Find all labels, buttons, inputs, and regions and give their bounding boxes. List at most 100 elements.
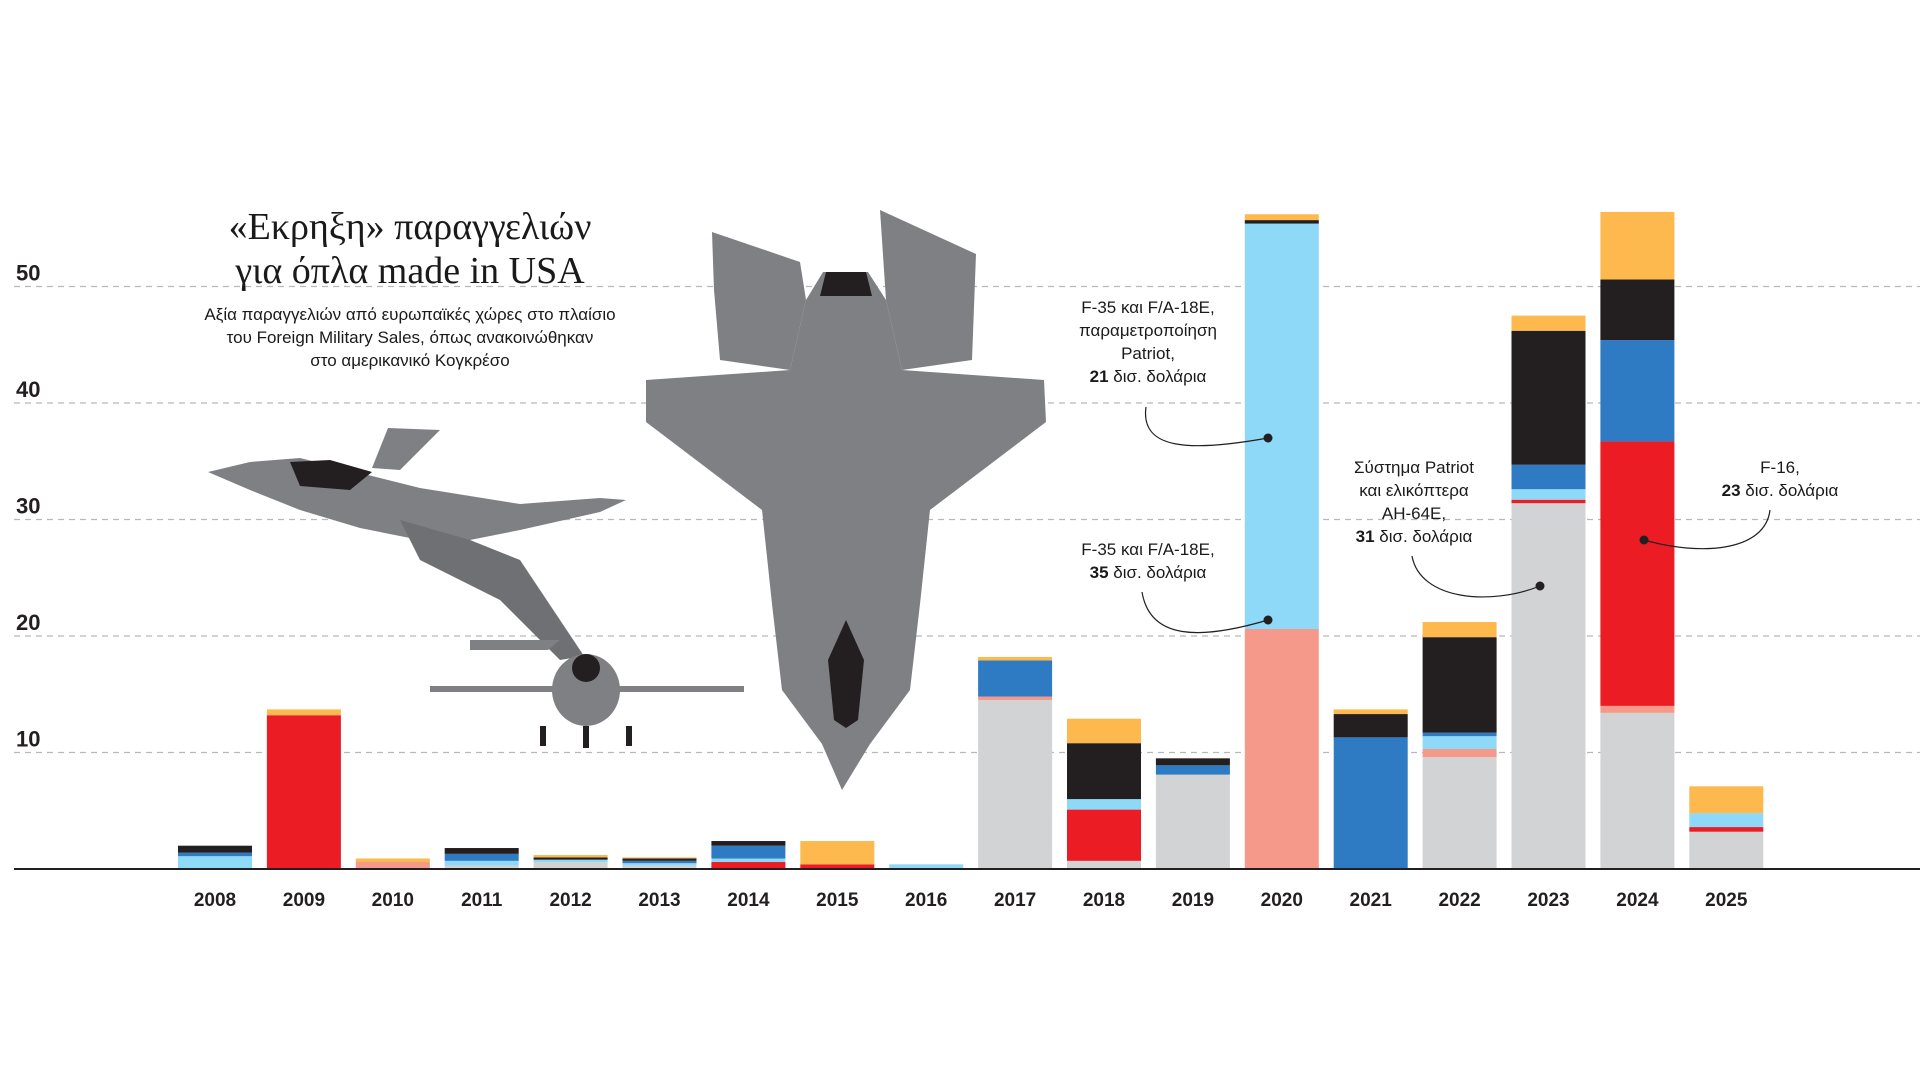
annotation-value-line: 23 δισ. δολάρια: [1680, 479, 1880, 502]
f16-front-gear-mid: [583, 726, 589, 748]
bar-segment-2018-black: [1067, 743, 1141, 800]
x-tick-label: 2021: [1350, 890, 1393, 911]
x-tick-label: 2009: [283, 890, 325, 911]
f35-left-tail: [712, 232, 806, 370]
bar-segment-2024-gray: [1600, 712, 1675, 869]
annotation-line: F-35 και F/A-18E,: [1081, 540, 1215, 559]
bar-segment-2013-blue: [622, 860, 697, 864]
annotation-line: και ελικόπτερα: [1359, 481, 1469, 500]
bar-segment-2023-blue: [1511, 464, 1586, 490]
x-tick-label: 2018: [1083, 890, 1125, 911]
bar-segment-2017-yellow: [978, 656, 1053, 661]
annotation-unit: δισ. δολάρια: [1740, 481, 1839, 500]
leader-2020-salmon: [1144, 406, 1269, 447]
y-tick-label: 50: [16, 261, 40, 286]
bar-segment-2013-black: [622, 858, 697, 861]
bar-segment-2025-red: [1689, 827, 1764, 832]
bar-segment-2025-yellow: [1689, 786, 1764, 814]
f35-nozzle: [820, 272, 872, 296]
bar-segment-2024-salmon: [1600, 705, 1675, 713]
bar-segment-2023-black: [1511, 330, 1586, 465]
bar-segment-2025-lightblue: [1689, 813, 1764, 828]
bar-segment-2023-red: [1511, 499, 1586, 504]
bar-segment-2017-gray: [978, 700, 1053, 869]
bar-segment-2022-yellow: [1422, 622, 1497, 638]
x-tick-label: 2016: [905, 890, 947, 911]
annotation-unit: δισ. δολάρια: [1374, 527, 1473, 546]
bar-segment-2011-lightblue: [444, 860, 519, 866]
bar-segment-2014-lightblue: [711, 858, 786, 863]
bar-segment-2011-black: [444, 848, 519, 854]
x-tick-label: 2015: [816, 890, 859, 911]
bar-segment-2025-gray: [1689, 831, 1764, 869]
annotation-value: 35: [1089, 563, 1109, 582]
x-tick-label: 2017: [994, 890, 1036, 911]
bar-segment-2020-lightblue: [1244, 223, 1319, 630]
annotation-unit: δισ. δολάρια: [1108, 367, 1207, 386]
annotation-line: F-16,: [1760, 458, 1800, 477]
annotation-line: παραμετροποίηση: [1079, 321, 1217, 340]
annotation-2024-red: F-16, 23 δισ. δολάρια: [1680, 456, 1880, 502]
bar-segment-2014-black: [711, 841, 786, 846]
bar-segment-2021-yellow: [1333, 709, 1408, 715]
bar-segment-2019-gray: [1155, 774, 1230, 869]
chart-subtitle: Αξία παραγγελιών από ευρωπαϊκές χώρες στ…: [180, 303, 640, 372]
f16-front-gear-right: [626, 726, 632, 746]
bar-segment-2019-blue: [1155, 765, 1230, 775]
f16-missile: [470, 640, 560, 650]
leader-2020-lightblue: [1141, 591, 1269, 634]
bar-segment-2012-black: [533, 857, 608, 860]
annotation-line: AH-64E,: [1381, 504, 1447, 523]
bar-segment-2022-black: [1422, 637, 1497, 733]
bar-segment-2018-lightblue: [1067, 799, 1141, 810]
subtitle-line2: του Foreign Military Sales, όπως ανακοιν…: [226, 328, 594, 347]
leader-2023-gray: [1411, 555, 1541, 598]
x-tick-labels: 2008 2009 2010 2011 2012 2013 2014 2015 2016 2017…: [194, 890, 1748, 911]
bar-segment-2023-yellow: [1511, 315, 1586, 331]
annotation-line: Σύστημα Patriot: [1354, 458, 1474, 477]
bar-segment-2020-salmon: [1244, 629, 1319, 869]
f16-front-canopy: [572, 654, 600, 682]
bar-segment-2011-blue: [444, 853, 519, 861]
x-tick-label: 2011: [461, 890, 503, 911]
bar-segment-2019-black: [1155, 758, 1230, 766]
y-tick-label: 40: [16, 377, 40, 402]
f35-right-tail: [880, 210, 976, 370]
y-tick-label: 20: [16, 610, 40, 635]
annotation-line: F-35 και F/A-18E,: [1081, 298, 1215, 317]
x-tick-label: 2008: [194, 890, 236, 911]
f16-canopy: [290, 460, 372, 490]
f16-front-illustration: [430, 654, 744, 748]
subtitle-line1: Αξία παραγγελιών από ευρωπαϊκές χώρες στ…: [204, 305, 616, 324]
bar-segment-2012-yellow: [533, 855, 608, 858]
bar-segment-2021-black: [1333, 714, 1408, 738]
bar-segment-2020-yellow: [1244, 214, 1319, 221]
leader-dot-2020-salmon: [1263, 433, 1273, 443]
x-tick-label: 2010: [372, 890, 414, 911]
f16-front-body: [552, 654, 620, 726]
x-tick-label: 2025: [1705, 890, 1748, 911]
annotation-leaders: [1141, 406, 1771, 634]
x-tick-label: 2013: [638, 890, 680, 911]
bar-segment-2017-blue: [978, 660, 1053, 697]
x-tick-label: 2020: [1261, 890, 1303, 911]
bars-layer: [178, 211, 1764, 869]
bar-segment-2018-red: [1067, 809, 1141, 861]
leader-dot-2023-gray: [1535, 581, 1545, 591]
f16-side-illustration: [208, 428, 626, 660]
bar-segment-2015-yellow: [800, 841, 875, 865]
subtitle-line3: στο αμερικανικό Κογκρέσο: [310, 351, 510, 370]
bar-segment-2014-blue: [711, 845, 786, 859]
title-block: «Εκρηξη» παραγγελιών για όπλα made in US…: [180, 205, 640, 372]
annotation-value-line: 31 δισ. δολάρια: [1314, 525, 1514, 548]
chart-title-line2: για όπλα made in USA: [235, 250, 585, 292]
bar-segment-2008-black: [178, 845, 252, 853]
bar-segment-2017-salmon: [978, 696, 1053, 701]
bar-segment-2010-salmon: [355, 862, 430, 869]
f35-top-illustration: [646, 210, 1046, 790]
leader-dot-2020-lightblue: [1263, 615, 1273, 625]
chart-title-line1: «Εκρηξη» παραγγελιών: [228, 206, 592, 248]
x-tick-label: 2019: [1172, 890, 1214, 911]
annotation-unit: δισ. δολάρια: [1108, 563, 1207, 582]
x-tick-label: 2024: [1616, 890, 1659, 911]
